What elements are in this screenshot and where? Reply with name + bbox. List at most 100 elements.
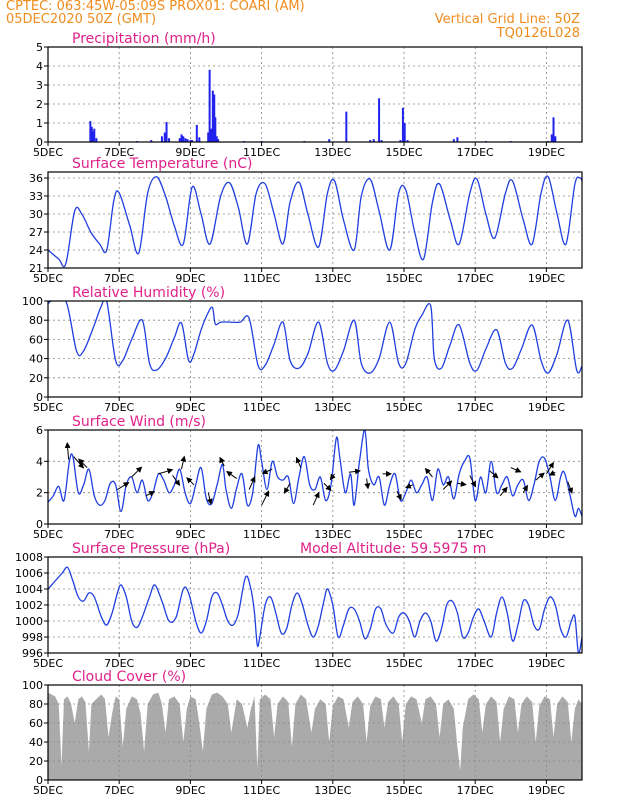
plot-area-wind xyxy=(48,430,582,524)
panel-title-cloud: Cloud Cover (%) xyxy=(72,669,186,685)
panel-title-temp: Surface Temperature (nC) xyxy=(72,156,253,172)
y-tick-label: 21 xyxy=(29,262,43,275)
y-tick-label: 2 xyxy=(36,98,43,111)
header-station-line: CPTEC: 063:45W-05:09S PROX01: COARI (AM) xyxy=(6,0,305,14)
x-tick-label: 9DEC xyxy=(175,784,205,797)
y-tick-label: 30 xyxy=(29,208,43,221)
x-tick-label: 15DEC xyxy=(385,401,422,414)
y-tick-label: 0 xyxy=(36,774,43,787)
y-tick-label: 60 xyxy=(29,333,43,346)
panel-frame xyxy=(47,429,583,525)
precip-bar xyxy=(163,132,166,142)
series-line-temp xyxy=(48,175,582,268)
wind-vector xyxy=(567,481,574,494)
wind-vector xyxy=(442,480,453,490)
precip-bar xyxy=(191,140,194,142)
panel-title-pressure: Surface Pressure (hPa) xyxy=(72,541,230,557)
y-tick-label: 1002 xyxy=(15,599,43,612)
panel-temp: 21 24 27 30 33 36 5DEC 7DEC 9DEC 11DEC 13DEC 15DEC 1… xyxy=(29,156,583,285)
precip-bar xyxy=(89,121,92,142)
x-tick-label: 5DEC xyxy=(33,401,63,414)
x-tick-label: 13DEC xyxy=(314,784,351,797)
precip-bar xyxy=(378,98,381,142)
x-tick-label: 5DEC xyxy=(33,784,63,797)
wind-vector xyxy=(283,483,291,494)
precip-bar xyxy=(186,139,189,142)
x-tick-label: 17DEC xyxy=(457,657,494,670)
precip-bar xyxy=(552,117,555,142)
wind-vector xyxy=(499,486,508,497)
x-tick-label: 13DEC xyxy=(314,401,351,414)
y-tick-label: 0 xyxy=(36,391,43,404)
wind-vector xyxy=(172,475,181,487)
panel-subtitle-pressure: Model Altitude: 59.5975 m xyxy=(300,541,486,557)
x-tick-label: 11DEC xyxy=(243,272,280,285)
y-tick-label: 24 xyxy=(29,244,43,257)
precip-bar xyxy=(215,136,218,142)
wind-vector xyxy=(186,477,195,486)
x-tick-label: 19DEC xyxy=(528,401,565,414)
precip-bar xyxy=(189,140,192,142)
x-tick-label: 7DEC xyxy=(104,146,134,159)
x-tick-label: 11DEC xyxy=(243,146,280,159)
x-tick-label: 7DEC xyxy=(104,528,134,541)
x-tick-label: 13DEC xyxy=(314,272,351,285)
panel-title-precip: Precipitation (mm/h) xyxy=(72,31,216,47)
panel-rh: 0 20 40 60 80 100 5DEC 7DEC 9DEC 11DEC 13DEC 15DEC 1… xyxy=(22,285,583,414)
wind-vector xyxy=(261,490,270,506)
wind-vector xyxy=(312,491,320,506)
x-tick-label: 19DEC xyxy=(528,784,565,797)
wind-vector xyxy=(548,470,556,476)
plot-area-rh xyxy=(48,301,582,397)
series-line-rh xyxy=(48,301,582,374)
wind-vector xyxy=(545,461,554,475)
y-tick-label: 1008 xyxy=(15,551,43,564)
panel-frame xyxy=(47,684,583,781)
precip-bar xyxy=(178,138,181,142)
x-tick-label: 15DEC xyxy=(385,146,422,159)
y-tick-label: 36 xyxy=(29,172,43,185)
wind-vector xyxy=(117,482,130,490)
x-tick-label: 19DEC xyxy=(528,272,565,285)
panel-frame xyxy=(47,46,583,143)
precip-bar xyxy=(150,140,153,142)
x-tick-label: 15DEC xyxy=(385,657,422,670)
precip-bar xyxy=(406,140,409,142)
y-tick-label: 1 xyxy=(36,117,43,130)
wind-vector xyxy=(131,466,143,478)
x-tick-label: 9DEC xyxy=(175,528,205,541)
precip-bar xyxy=(217,139,220,142)
wind-vector xyxy=(158,468,174,475)
header-model-code: TQ0126L028 xyxy=(496,26,580,41)
precip-bar xyxy=(165,122,168,142)
precip-bar xyxy=(456,137,459,142)
precip-bar xyxy=(160,136,163,142)
precip-bar xyxy=(207,132,210,142)
x-tick-label: 9DEC xyxy=(175,146,205,159)
precip-bar xyxy=(184,138,187,142)
y-tick-label: 1004 xyxy=(15,583,43,596)
x-tick-label: 11DEC xyxy=(243,657,280,670)
wind-vector xyxy=(457,480,467,487)
y-tick-label: 20 xyxy=(29,372,43,385)
x-tick-label: 11DEC xyxy=(243,528,280,541)
precip-bar xyxy=(452,139,455,142)
precip-bar xyxy=(369,140,372,142)
panel-frame xyxy=(47,171,583,269)
panel-cloud: 0 20 40 60 80 100 5DEC 7DEC 9DEC 11DEC 13DEC 15DEC 1… xyxy=(22,669,583,797)
plot-area-precip xyxy=(48,47,582,142)
x-tick-label: 17DEC xyxy=(457,401,494,414)
x-tick-label: 15DEC xyxy=(385,784,422,797)
plot-area-temp xyxy=(48,172,582,268)
plot-area-pressure xyxy=(48,557,582,653)
y-tick-label: 0 xyxy=(36,518,43,531)
wind-vector xyxy=(295,456,302,468)
y-tick-label: 1000 xyxy=(15,615,43,628)
y-tick-label: 27 xyxy=(29,226,43,239)
x-tick-label: 9DEC xyxy=(175,657,205,670)
precip-bar xyxy=(213,94,216,142)
precip-bar xyxy=(95,138,98,142)
header-grid-note: Vertical Grid Line: 50Z xyxy=(434,12,580,27)
x-tick-label: 13DEC xyxy=(314,657,351,670)
